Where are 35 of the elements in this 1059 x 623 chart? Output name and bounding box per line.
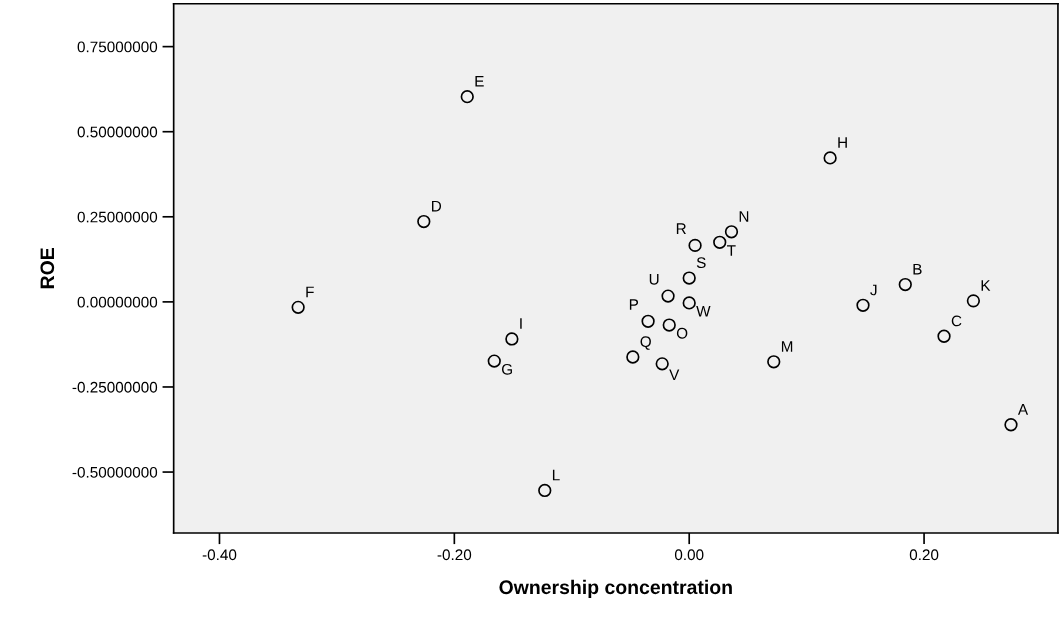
- annotation: V: [669, 369, 680, 381]
- annotation: F: [306, 286, 314, 298]
- x-tick-label: 0.00: [674, 549, 704, 561]
- annotation: E: [475, 76, 484, 87]
- annotation: M: [781, 341, 793, 352]
- annotation: U: [649, 274, 659, 285]
- x-tick-label: 0.20: [909, 549, 939, 561]
- annotation: D: [432, 200, 442, 212]
- annotation: G: [501, 363, 512, 375]
- annotation: K: [981, 280, 991, 291]
- annotation: T: [727, 245, 736, 256]
- annotation: P: [629, 299, 639, 310]
- annotation: O: [676, 327, 688, 339]
- y-tick-label: 0.00000000: [77, 296, 158, 308]
- annotation: Q: [640, 336, 651, 350]
- y-tick-label: 0.50000000: [77, 126, 158, 138]
- y-tick-label: -0.50000000: [72, 466, 158, 478]
- y-axis-title: ROE: [40, 248, 55, 289]
- annotation: B: [913, 263, 922, 275]
- annotation: L: [552, 469, 560, 481]
- annotation: A: [1017, 404, 1029, 415]
- annotation: N: [739, 211, 749, 222]
- x-axis-title: Ownership concentration: [499, 579, 732, 598]
- y-tick-label: -0.25000000: [72, 381, 158, 393]
- x-tick-label: -0.40: [202, 549, 237, 561]
- annotation: C: [951, 315, 962, 327]
- annotation: I: [520, 318, 522, 329]
- annotation: W: [696, 305, 711, 317]
- annotation: H: [838, 137, 847, 148]
- x-tick-label: -0.20: [437, 549, 472, 561]
- annotation: J: [870, 284, 877, 296]
- annotation: R: [676, 223, 686, 234]
- y-tick-label: 0.25000000: [77, 211, 158, 223]
- annotation: S: [696, 257, 706, 269]
- y-tick-label: 0.75000000: [77, 41, 158, 53]
